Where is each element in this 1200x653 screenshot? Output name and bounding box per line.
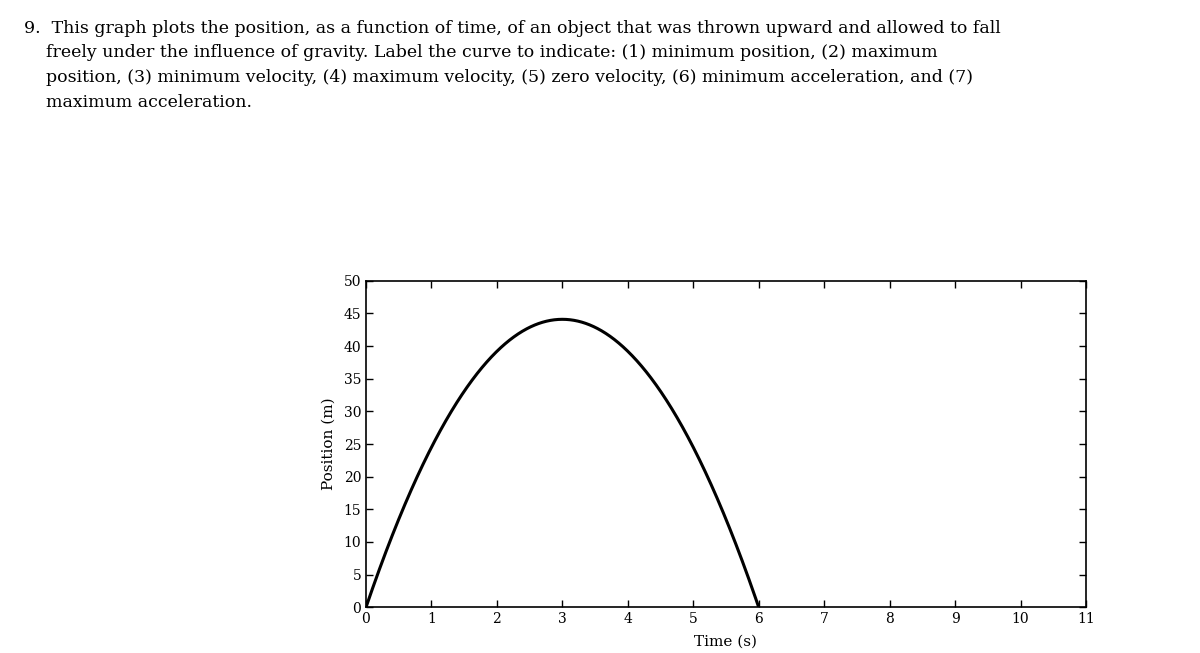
Text: 9.  This graph plots the position, as a function of time, of an object that was : 9. This graph plots the position, as a f… (24, 20, 1001, 111)
X-axis label: Time (s): Time (s) (695, 635, 757, 648)
Y-axis label: Position (m): Position (m) (322, 398, 335, 490)
